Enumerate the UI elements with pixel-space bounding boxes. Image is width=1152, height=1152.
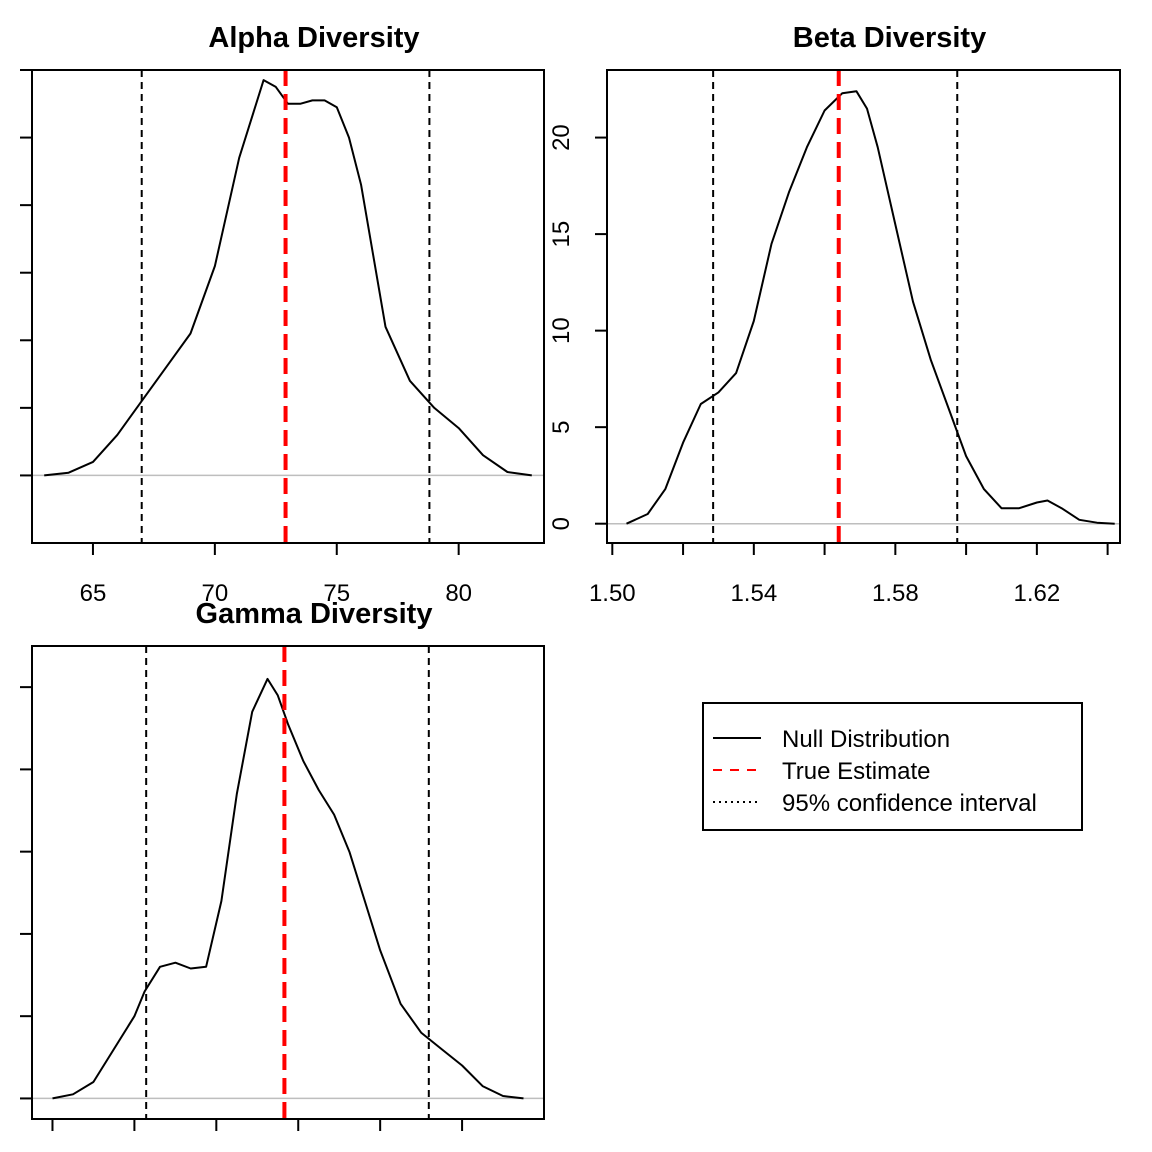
y-tick-label: 0 (548, 517, 575, 530)
x-tick-label: 70 (202, 580, 229, 607)
x-tick-label: 80 (445, 580, 472, 607)
x-tick-label: 1.58 (872, 580, 919, 607)
null-distribution-curve (44, 79, 532, 477)
gamma-diversity-panel: Gamma Diversity (20, 598, 545, 1131)
panel-title: Alpha Diversity (208, 22, 419, 54)
x-tick-label: 1.54 (730, 580, 777, 607)
legend-frame (702, 702, 1083, 831)
y-tick-label: 15 (548, 221, 575, 248)
null-distribution-curve (52, 677, 524, 1100)
plot-frame (31, 645, 545, 1120)
alpha-diversity-panel: Alpha Diversity 65 70 75 80 (20, 22, 545, 607)
panel-title: Gamma Diversity (196, 598, 433, 630)
x-tick-label: 75 (323, 580, 350, 607)
y-tick-label: 10 (548, 317, 575, 344)
y-tick-label: 20 (548, 124, 575, 151)
legend-label: Null Distribution (782, 726, 950, 753)
x-tick-label: 1.50 (589, 580, 636, 607)
legend: Null Distribution True Estimate 95% confid… (702, 702, 1083, 831)
beta-diversity-panel: Beta Diversity 1.50 1.54 1.58 1.62 0 5 10 15 20 (548, 22, 1121, 607)
legend-label: True Estimate (782, 758, 931, 785)
plot-frame (606, 69, 1121, 544)
plot-frame (31, 69, 545, 544)
x-tick-label: 65 (80, 580, 107, 607)
x-tick-label: 1.62 (1013, 580, 1060, 607)
legend-label: 95% confidence interval (782, 790, 1037, 817)
y-tick-label: 5 (548, 420, 575, 433)
null-distribution-curve (626, 90, 1115, 525)
panel-title: Beta Diversity (793, 22, 986, 54)
